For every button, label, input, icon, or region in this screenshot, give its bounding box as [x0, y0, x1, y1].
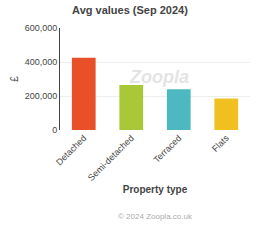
svg-text:£: £: [9, 76, 20, 82]
svg-text:Terraced: Terraced: [152, 133, 184, 165]
svg-text:400,000: 400,000: [25, 57, 58, 67]
svg-text:200,000: 200,000: [25, 91, 58, 101]
svg-text:Detached: Detached: [54, 133, 88, 167]
svg-text:© 2024 Zoopla.co.uk: © 2024 Zoopla.co.uk: [118, 212, 193, 221]
svg-text:Avg values (Sep 2024): Avg values (Sep 2024): [72, 4, 188, 16]
svg-text:Semi-detached: Semi-detached: [86, 133, 136, 183]
svg-text:Property type: Property type: [123, 184, 188, 195]
svg-text:Flats: Flats: [210, 133, 231, 154]
svg-text:Zoopla: Zoopla: [129, 67, 189, 87]
svg-text:0: 0: [52, 125, 57, 135]
svg-text:600,000: 600,000: [25, 23, 58, 33]
